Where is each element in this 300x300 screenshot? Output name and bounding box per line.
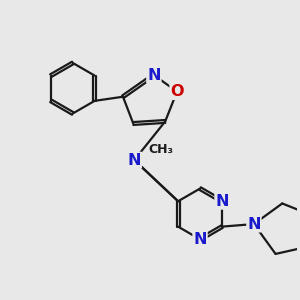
Text: N: N (215, 194, 229, 209)
Text: O: O (170, 84, 184, 99)
Text: N: N (247, 217, 261, 232)
Text: CH₃: CH₃ (149, 143, 174, 156)
Text: N: N (128, 153, 141, 168)
Text: N: N (193, 232, 207, 247)
Text: N: N (147, 68, 160, 82)
